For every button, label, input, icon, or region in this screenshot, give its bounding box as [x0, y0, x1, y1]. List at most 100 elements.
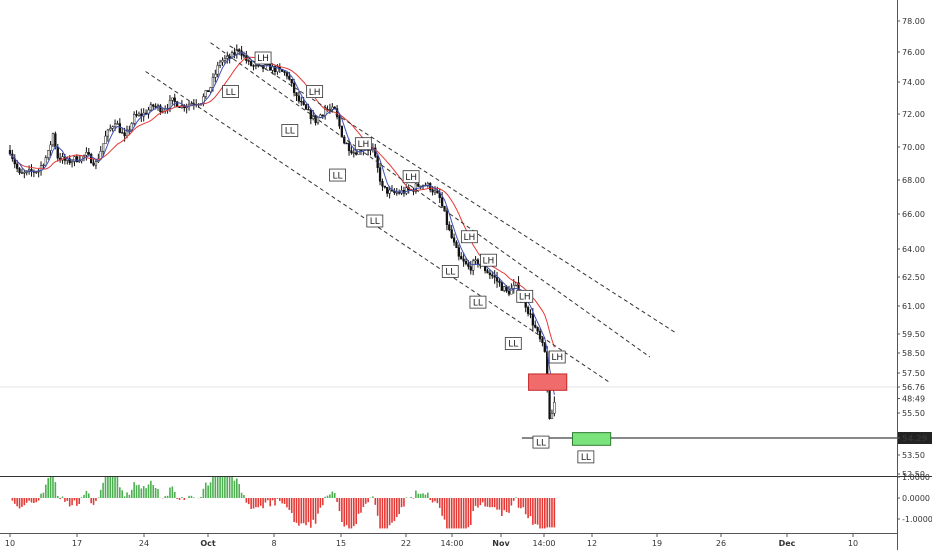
candle-body [338, 116, 341, 127]
pivot-label: LL [469, 295, 487, 309]
candle-body [507, 290, 511, 295]
pivot-label-text: LH [463, 233, 475, 243]
time-tick-label: Nov [492, 539, 510, 548]
candle-body [388, 189, 391, 194]
candle-body [16, 163, 19, 169]
time-tick-label: 14:00 [440, 539, 463, 548]
candle-body [347, 143, 351, 151]
candle-body [75, 156, 78, 162]
time-tick-label: 22 [401, 539, 411, 548]
candle-body [448, 224, 451, 230]
pivot-label-box [577, 450, 595, 464]
pivot-label: LH [306, 85, 324, 98]
candle-body [495, 277, 499, 282]
time-tick-label: 10 [5, 539, 15, 548]
candle-body [460, 256, 463, 260]
pivot-label: LL [329, 168, 346, 182]
price-tick-label: 54.29 [902, 434, 928, 443]
channel-line [210, 42, 651, 358]
candle-body [125, 129, 129, 137]
price-tick-label: 56.76 [902, 383, 925, 392]
candle-body [147, 109, 150, 115]
candle-body [106, 129, 110, 137]
osc-tick-label: 0.0000 [902, 494, 930, 503]
candle-body [398, 192, 401, 194]
candle-body [233, 52, 236, 55]
target-zone [571, 432, 612, 446]
candle-body [56, 146, 59, 159]
sell-zone [528, 373, 568, 391]
candle-body [113, 123, 117, 128]
candle-body [27, 169, 31, 172]
candle-body [381, 181, 384, 187]
candle-body [159, 105, 162, 113]
pivot-label-box [402, 170, 420, 184]
candle-body [531, 313, 535, 326]
price-tick-label: 53.50 [902, 451, 925, 460]
time-tick-label: 24 [139, 539, 149, 548]
candle-body [302, 101, 305, 105]
pivot-label: LL [577, 450, 595, 464]
candle-body [226, 55, 229, 59]
candle-body [538, 330, 542, 340]
candle-body [273, 66, 277, 73]
candle-body [104, 135, 107, 145]
pivot-label-text: LH [257, 54, 269, 64]
candle-body [101, 143, 105, 152]
candle-body [70, 161, 74, 164]
pivot-label-box [441, 264, 459, 278]
candle-body [419, 185, 422, 188]
candle-body [378, 167, 382, 182]
pivot-label-box [281, 124, 299, 137]
price-tick-label: 55.50 [902, 409, 925, 418]
candle-body [216, 65, 219, 75]
price-tick-label: 70.00 [902, 143, 925, 152]
candle-body [109, 128, 112, 131]
candle-body [350, 150, 353, 154]
pivot-label-box [516, 289, 534, 303]
candle-body [173, 97, 176, 102]
candle-body [486, 270, 489, 274]
candle-body [137, 113, 141, 116]
candle-body [264, 64, 267, 69]
time-tick-label: 12 [587, 539, 597, 548]
oscillator-bars [11, 477, 556, 529]
price-tick-label: 59.50 [902, 330, 925, 339]
pivot-label-box [329, 168, 346, 182]
candle-body [534, 324, 537, 328]
candle-body [123, 132, 126, 137]
candle-body [467, 263, 470, 267]
pivot-label-box [480, 253, 497, 267]
candle-body [541, 338, 544, 343]
pivot-label-box [460, 230, 478, 244]
pivot-label-box [504, 337, 522, 350]
candle-body [49, 144, 52, 151]
candle-body [68, 158, 71, 164]
candle-body [452, 237, 456, 243]
time-tick-label: 26 [716, 539, 726, 548]
candle-body [92, 162, 95, 166]
pivot-label-box [222, 85, 240, 98]
candle-body [433, 190, 437, 193]
candle-body [85, 152, 88, 156]
price-tick-label: 78.00 [902, 17, 925, 26]
candle-body [491, 274, 494, 277]
candle-body [343, 136, 346, 144]
pivot-label-text: LH [483, 256, 495, 266]
candle-body [548, 389, 551, 419]
pivot-label-text: LL [508, 340, 518, 350]
candle-body [295, 92, 298, 97]
current-price-badge [898, 432, 932, 444]
candle-body [276, 66, 279, 73]
candle-body [529, 313, 532, 315]
candle-body [23, 172, 26, 174]
candle-body [121, 132, 124, 134]
candle-body [209, 87, 212, 92]
osc-tick-label: 1.0000 [902, 473, 930, 482]
price-tick-label: 52.50 [902, 470, 925, 479]
candle-body [457, 247, 461, 257]
pivot-label-box [306, 85, 324, 98]
candle-body [319, 114, 322, 118]
candle-body [288, 75, 291, 80]
